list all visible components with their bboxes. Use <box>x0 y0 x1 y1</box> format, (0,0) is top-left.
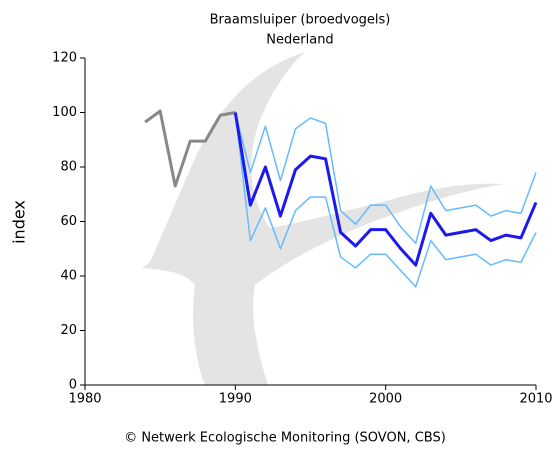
x-tick-label: 1980 <box>68 392 101 407</box>
y-tick-label: 60 <box>60 214 77 229</box>
y-axis-label: index <box>10 200 29 244</box>
y-tick-label: 40 <box>60 269 77 284</box>
y-tick-label: 100 <box>52 105 77 120</box>
x-tick-label: 2000 <box>369 392 402 407</box>
y-tick-label: 0 <box>69 378 77 393</box>
chart: Braamsluiper (broedvogels) Nederland ind… <box>0 0 557 450</box>
bird-silhouette <box>142 52 505 385</box>
y-tick-label: 20 <box>60 323 77 338</box>
y-tick-label: 80 <box>60 160 77 175</box>
footer: © Netwerk Ecologische Monitoring (SOVON,… <box>124 431 446 446</box>
chart-subtitle: Nederland <box>266 33 333 48</box>
series-line <box>235 113 536 244</box>
x-tick-label: 2010 <box>519 392 552 407</box>
x-tick-label: 1990 <box>219 392 252 407</box>
y-tick-label: 120 <box>52 51 77 66</box>
chart-title: Braamsluiper (broedvogels) <box>210 13 391 28</box>
